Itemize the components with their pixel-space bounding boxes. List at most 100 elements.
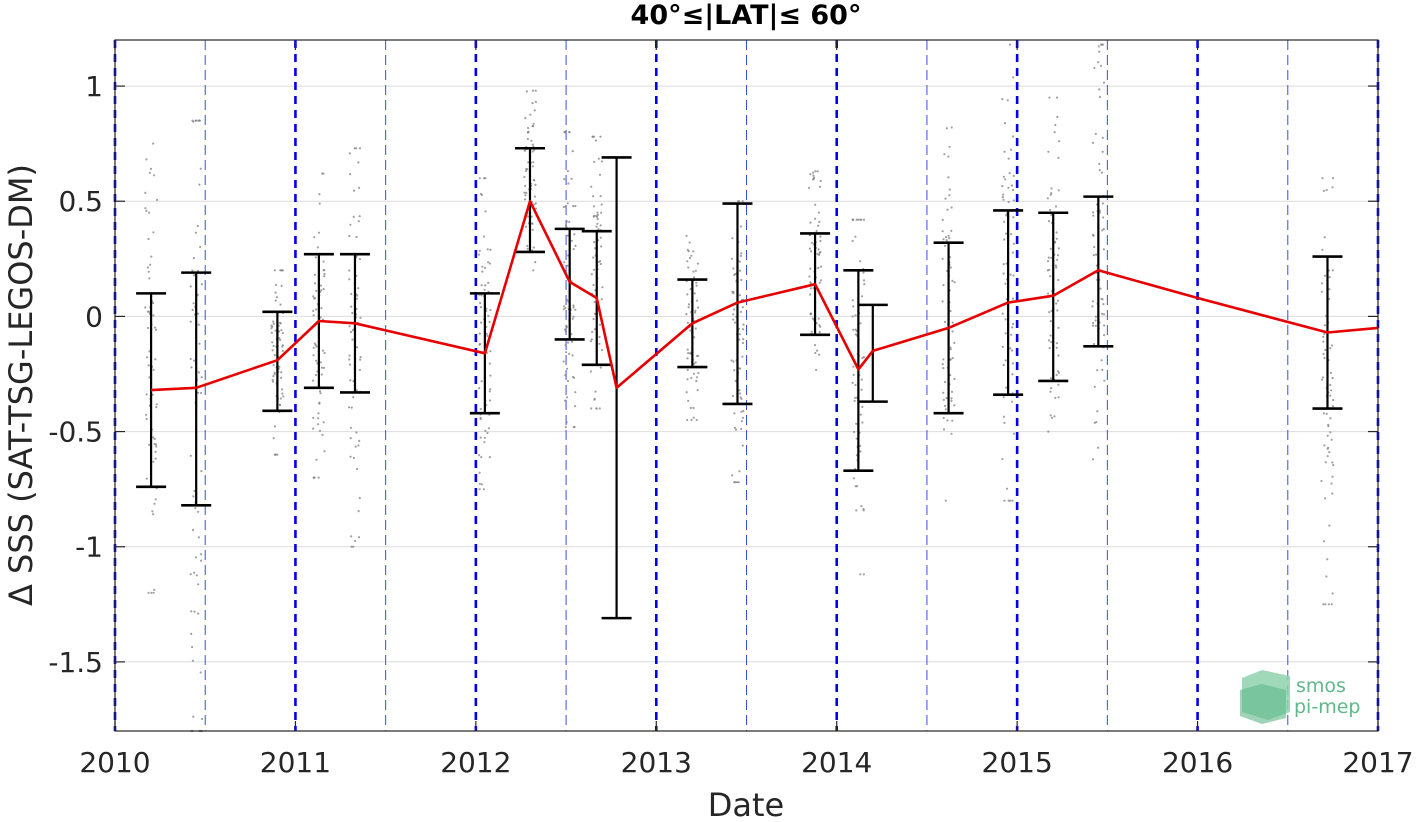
sample-point (565, 298, 569, 301)
sample-point (193, 571, 196, 574)
sample-point (945, 397, 948, 400)
sample-point (686, 368, 689, 372)
sample-point (809, 173, 812, 176)
sample-point (739, 269, 742, 272)
sample-point (358, 497, 361, 500)
sample-point (594, 139, 598, 142)
sample-point (197, 612, 200, 615)
sample-point (852, 305, 855, 308)
sample-point (153, 502, 156, 505)
sample-point (154, 358, 157, 361)
sample-point (317, 476, 320, 479)
sample-point (593, 312, 597, 315)
sample-point (155, 445, 158, 448)
sample-point (947, 176, 950, 179)
sample-point (731, 394, 735, 398)
sample-point (1096, 369, 1099, 372)
sample-point (484, 210, 487, 213)
sample-point (145, 158, 148, 161)
sample-point (1103, 324, 1106, 327)
sample-point (1101, 136, 1104, 139)
sample-point (352, 189, 356, 192)
sample-point (949, 348, 952, 351)
sample-point (322, 172, 325, 175)
sample-point (1001, 98, 1004, 101)
sample-point (487, 427, 490, 430)
sample-point (1097, 446, 1100, 449)
sample-point (818, 185, 822, 188)
sample-point (687, 250, 690, 253)
sample-point (732, 360, 735, 363)
sample-point (595, 225, 598, 228)
sample-point (697, 306, 700, 309)
sample-point (1103, 334, 1106, 337)
sample-point (596, 213, 599, 216)
sample-point (192, 257, 195, 260)
sample-point (1101, 150, 1104, 153)
sample-point (689, 352, 692, 355)
sample-point (199, 167, 202, 170)
sample-point (532, 179, 535, 182)
sample-point (1332, 398, 1335, 402)
sample-point (356, 467, 359, 471)
sample-point (350, 292, 353, 296)
sample-point (811, 317, 815, 320)
sample-point (1057, 189, 1060, 192)
sample-point (144, 191, 147, 194)
sample-point (527, 126, 530, 130)
sample-point (943, 244, 947, 247)
sample-point (281, 388, 284, 391)
sample-point (276, 453, 279, 456)
sample-point (733, 273, 736, 277)
sample-point (590, 407, 593, 410)
sample-point (944, 408, 947, 411)
sample-point (809, 250, 813, 253)
sample-point (478, 454, 481, 457)
sample-point (155, 406, 158, 409)
sample-point (1328, 524, 1331, 527)
sample-point (686, 418, 689, 422)
sample-point (1049, 390, 1052, 393)
sample-point (1330, 389, 1333, 392)
sample-point (145, 477, 148, 480)
sample-point (478, 332, 481, 335)
sample-point (1057, 156, 1060, 159)
sample-point (686, 260, 689, 263)
sample-point (314, 373, 318, 377)
sample-point (322, 288, 325, 291)
sample-point (481, 270, 484, 273)
sample-point (152, 301, 155, 305)
sample-point (686, 348, 689, 351)
sample-point (738, 294, 741, 297)
sample-point (741, 200, 744, 203)
sample-point (1094, 132, 1097, 135)
sample-point (281, 332, 284, 335)
sample-point (697, 354, 700, 357)
sample-point (742, 410, 745, 413)
sample-point (689, 287, 692, 291)
sample-point (1102, 313, 1106, 316)
sample-point (1331, 186, 1334, 189)
sample-point (1323, 444, 1326, 447)
sample-point (1329, 371, 1332, 374)
sample-point (1011, 499, 1014, 502)
sample-point (693, 336, 696, 339)
sample-point (595, 407, 598, 410)
sample-point (852, 373, 855, 376)
sample-point (601, 286, 604, 289)
sample-point (349, 426, 352, 429)
sample-point (1054, 396, 1057, 399)
sample-point (1092, 343, 1095, 346)
sample-point (352, 396, 355, 399)
sample-point (323, 351, 326, 355)
sample-point (1048, 96, 1051, 99)
sample-point (816, 349, 819, 352)
sample-point (319, 361, 322, 364)
sample-point (1047, 220, 1051, 223)
sample-point (694, 361, 697, 364)
sample-point (1003, 421, 1006, 424)
sample-point (315, 359, 318, 362)
sample-point (1100, 171, 1104, 174)
